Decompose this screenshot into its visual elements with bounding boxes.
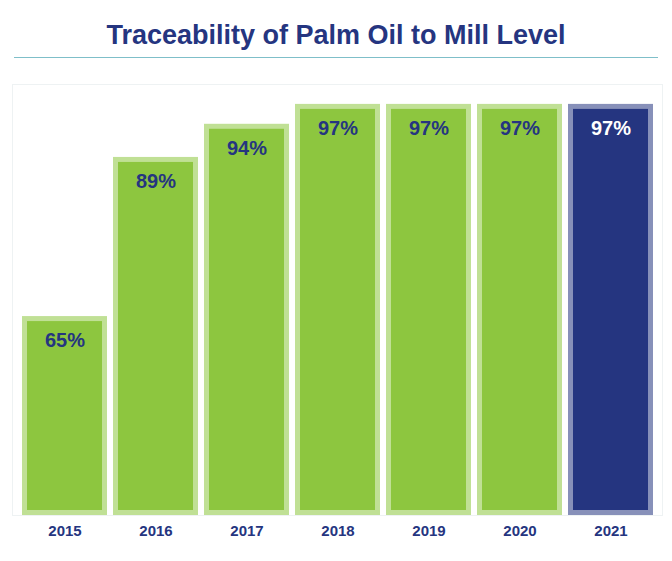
svg-text:94%: 94%: [227, 137, 267, 159]
svg-text:2017: 2017: [230, 522, 263, 539]
svg-text:65%: 65%: [45, 329, 85, 351]
svg-text:97%: 97%: [500, 117, 540, 139]
svg-text:89%: 89%: [136, 170, 176, 192]
svg-text:97%: 97%: [591, 117, 631, 139]
svg-text:97%: 97%: [318, 117, 358, 139]
svg-text:2020: 2020: [503, 522, 536, 539]
svg-text:2019: 2019: [412, 522, 445, 539]
svg-text:97%: 97%: [409, 117, 449, 139]
svg-text:2021: 2021: [594, 522, 627, 539]
svg-text:2018: 2018: [321, 522, 354, 539]
html-text:Traceability of Palm Oil to Mi: Traceability of Palm Oil to Mill Level: [106, 20, 566, 50]
svg-text:2016: 2016: [139, 522, 172, 539]
svg-text:2015: 2015: [48, 522, 81, 539]
